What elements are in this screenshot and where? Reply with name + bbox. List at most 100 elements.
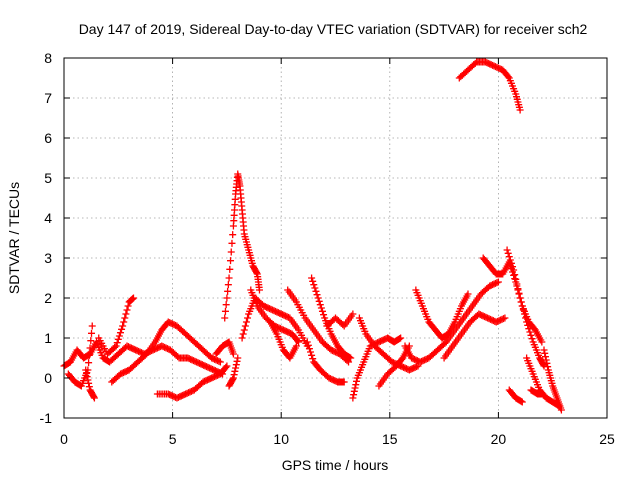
data-point [230, 371, 238, 379]
data-point [317, 304, 325, 312]
data-point [233, 357, 241, 365]
data-point [221, 307, 229, 315]
data-point [350, 387, 358, 395]
data-point [229, 350, 237, 358]
x-tick-label: 20 [491, 431, 507, 447]
data-point [226, 265, 234, 273]
data-point [128, 295, 136, 303]
data-point [503, 246, 511, 254]
data-point [397, 334, 405, 342]
data-point [510, 266, 518, 274]
data-point [414, 362, 422, 370]
data-point [224, 281, 232, 289]
data-point [525, 325, 533, 333]
data-point [542, 356, 550, 364]
data-point [229, 375, 237, 383]
data-point [232, 361, 240, 369]
data-point [227, 257, 235, 265]
data-point [121, 314, 129, 322]
data-point [295, 338, 303, 346]
data-point [90, 394, 98, 402]
data-point [539, 361, 547, 369]
data-point [239, 330, 247, 338]
data-point [320, 311, 328, 319]
data-point [340, 378, 348, 386]
data-point [515, 289, 523, 297]
data-point [557, 406, 565, 414]
data-point [234, 354, 242, 362]
y-axis-label: SDTVAR / TECUs [6, 182, 22, 294]
data-point [310, 281, 318, 289]
data-point [129, 295, 137, 303]
chart-title: Day 147 of 2019, Sidereal Day-to-day VTE… [79, 21, 588, 37]
y-tick-label: 3 [44, 250, 52, 266]
data-point [513, 280, 521, 288]
data-point [518, 398, 526, 406]
plot-frame [63, 57, 608, 419]
data-point [222, 301, 230, 309]
data-point [215, 357, 223, 365]
data-point [238, 334, 246, 342]
data-point [114, 335, 122, 343]
data-point [528, 335, 536, 343]
data-point [516, 294, 524, 302]
data-point [309, 277, 317, 285]
data-point [517, 298, 525, 306]
data-point [120, 318, 128, 326]
data-point [349, 310, 357, 318]
data-point [514, 285, 522, 293]
x-tick-label: 25 [599, 431, 615, 447]
data-point [112, 342, 120, 350]
data-point [520, 310, 528, 318]
data-point [309, 355, 317, 363]
y-tick-label: -1 [40, 410, 53, 426]
data-point [85, 379, 93, 387]
data-point [311, 284, 319, 292]
data-point [116, 329, 124, 337]
x-tick-label: 5 [169, 431, 177, 447]
data-point [225, 274, 233, 282]
data-point [351, 384, 359, 392]
data-point [119, 322, 127, 330]
x-tick-label: 10 [273, 431, 289, 447]
data-point [504, 73, 512, 81]
data-point [122, 310, 130, 318]
data-point [512, 275, 520, 283]
data-point [113, 339, 121, 347]
data-point [522, 314, 530, 322]
data-point [396, 335, 404, 343]
data-point [223, 294, 231, 302]
data-point [538, 338, 546, 346]
data-point [346, 353, 354, 361]
data-point [526, 328, 534, 336]
data-point [352, 381, 360, 389]
data-point [118, 325, 126, 333]
data-point [318, 307, 326, 315]
data-point [292, 342, 300, 350]
data-point [504, 249, 512, 257]
data-point [228, 239, 236, 247]
data-point [241, 322, 249, 330]
data-point [123, 306, 131, 314]
data-point [124, 302, 132, 310]
x-axis-label: GPS time / hours [282, 457, 389, 473]
data-point [347, 354, 355, 362]
data-point [308, 351, 316, 359]
data-point [222, 363, 230, 371]
data-point [308, 274, 316, 282]
data-point [541, 353, 549, 361]
data-point [541, 349, 549, 357]
y-tick-label: 7 [44, 90, 52, 106]
data-point [501, 314, 509, 322]
data-point [506, 256, 514, 264]
data-point [293, 337, 301, 345]
data-point [527, 331, 535, 339]
y-tick-label: 6 [44, 130, 52, 146]
y-tick-label: 5 [44, 170, 52, 186]
data-point [350, 391, 358, 399]
data-point [232, 364, 240, 372]
data-point [316, 301, 324, 309]
data-point [221, 314, 229, 322]
data-point [464, 290, 472, 298]
